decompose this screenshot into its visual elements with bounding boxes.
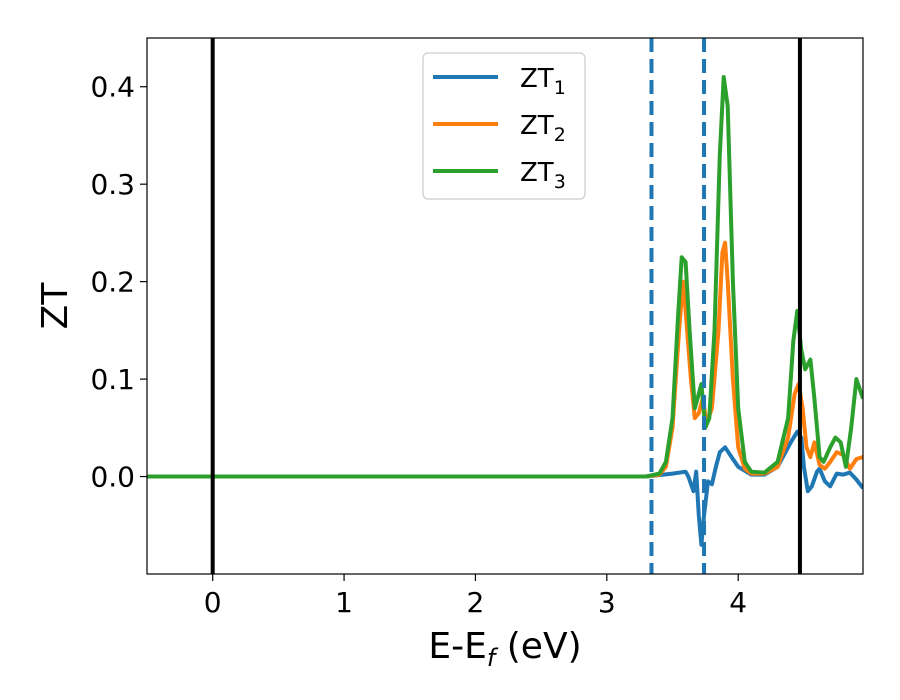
series-line-1 [147,429,863,547]
legend-box [422,52,586,200]
x-tick-label: 4 [729,586,747,619]
x-tick-label: 0 [204,586,222,619]
y-tick-label: 0.1 [90,363,135,396]
x-tick-label: 3 [598,586,616,619]
legend: ZT1 ZT2 ZT3 [422,52,586,200]
series-line-2 [147,240,863,479]
plot-area [147,38,863,574]
series-line-3 [147,75,863,479]
y-tick-label: 0.2 [90,266,135,299]
x-tick-label: 2 [467,586,485,619]
y-tick-label: 0.0 [90,461,135,494]
x-axis-label: E-Ef (eV) [428,626,581,672]
y-tick-label: 0.3 [90,168,135,201]
legend-label-2: ZT2 [520,111,566,146]
legend-label-3: ZT3 [520,158,566,193]
y-axis-label: ZT [35,282,76,330]
y-tick-label: 0.4 [90,71,135,104]
x-tick-label: 1 [335,586,353,619]
legend-label-1: ZT1 [520,64,566,99]
axes: 0 1 2 3 4 0.0 0.1 0.2 0.3 0.4 E-Ef (eV) ZT [35,37,864,672]
axes-frame [146,37,864,575]
